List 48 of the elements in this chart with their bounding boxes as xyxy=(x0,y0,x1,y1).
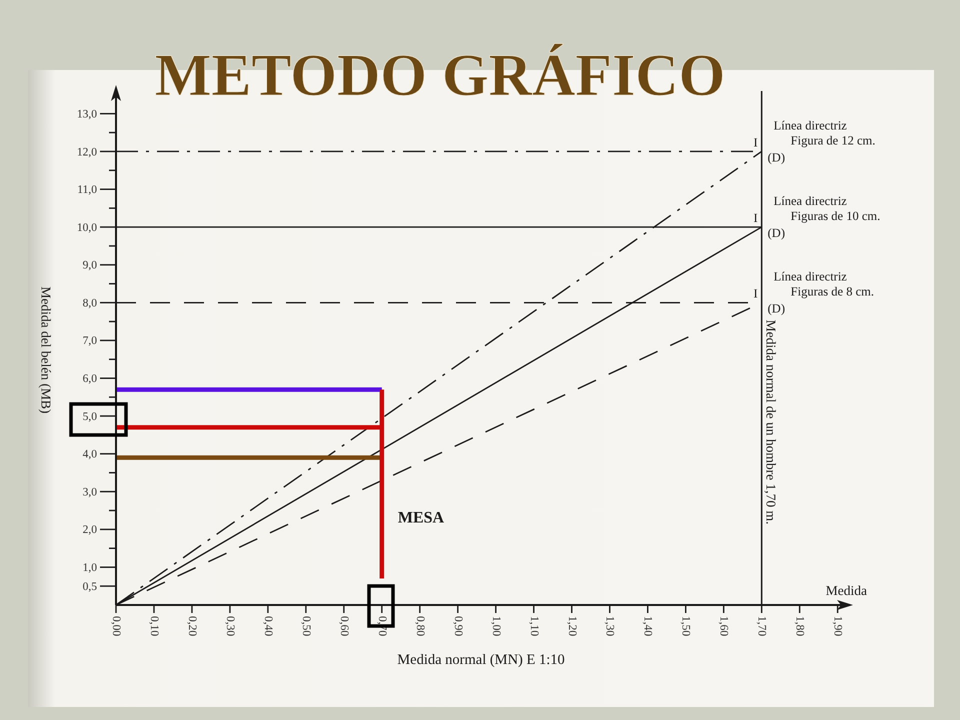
series-label: Línea directriz Figuras de 10 cm. xyxy=(774,194,880,224)
y-tick-label: 0,5 xyxy=(82,580,98,593)
y-tick-label: 8,0 xyxy=(82,297,98,310)
y-tick-label: 5,0 xyxy=(82,410,98,423)
y-tick-label: 2,0 xyxy=(82,524,98,536)
x-tick-label: 1,00 xyxy=(490,616,502,636)
x-tick-label: 1,70 xyxy=(756,616,768,636)
y-tick-label: 12,0 xyxy=(76,146,98,158)
x-tick-label: 0,00 xyxy=(110,616,122,636)
annotation: (D) xyxy=(768,226,786,240)
series-label: Línea directriz Figuras de 8 cm. xyxy=(774,270,874,299)
x-tick-label: 0,80 xyxy=(414,616,426,636)
x-tick-label: 1,60 xyxy=(718,616,730,636)
annotation: I xyxy=(754,135,758,150)
x-tick-label: 0,50 xyxy=(300,616,312,636)
annotation: I xyxy=(754,211,758,226)
x-tick-label: 1,20 xyxy=(566,616,578,636)
y-tick-label: 11,0 xyxy=(77,184,98,196)
x-tick-label: 1,80 xyxy=(794,616,806,636)
series-label: Línea directriz Figura de 12 cm. xyxy=(774,118,876,148)
x-tick-label: 0,60 xyxy=(338,616,350,636)
y-axis-title: Medida del belén (MB) xyxy=(38,286,54,414)
annotation: (D) xyxy=(768,150,786,164)
annotation: I xyxy=(754,286,758,301)
y-tick-label: 4,0 xyxy=(82,448,98,461)
y-tick-label: 13,0 xyxy=(76,108,98,120)
y-tick-label: 10,0 xyxy=(76,222,98,234)
x-tick-label: 0,40 xyxy=(262,616,274,636)
series-label: MESA xyxy=(398,510,445,527)
x-tick-label: 0,20 xyxy=(186,616,198,636)
x-tick-label: 1,90 xyxy=(832,616,844,636)
y-tick-label: 3,0 xyxy=(82,486,98,498)
x-axis-title: Medida normal (MN) E 1:10 xyxy=(397,652,565,668)
ref-line-label: Medida normal de un hombre 1,70 m. xyxy=(764,320,779,524)
y-tick-label: 9,0 xyxy=(82,260,98,272)
chart-title: METODO GRÁFICO xyxy=(154,42,726,108)
x-tick-label: 0,90 xyxy=(452,616,464,636)
y-tick-label: 6,0 xyxy=(82,373,98,386)
annotation: Medida xyxy=(826,583,867,598)
x-tick-label: 1,40 xyxy=(642,616,654,636)
y-tick-label: 7,0 xyxy=(82,335,98,348)
y-tick-label: 1,0 xyxy=(82,562,98,574)
x-tick-label: 0,10 xyxy=(148,616,160,636)
x-tick-label: 1,30 xyxy=(604,616,616,636)
x-tick-label: 1,50 xyxy=(680,616,692,636)
x-tick-label: 1,10 xyxy=(528,616,540,636)
x-tick-label: 0,30 xyxy=(224,616,236,636)
annotation: (D) xyxy=(768,302,786,316)
